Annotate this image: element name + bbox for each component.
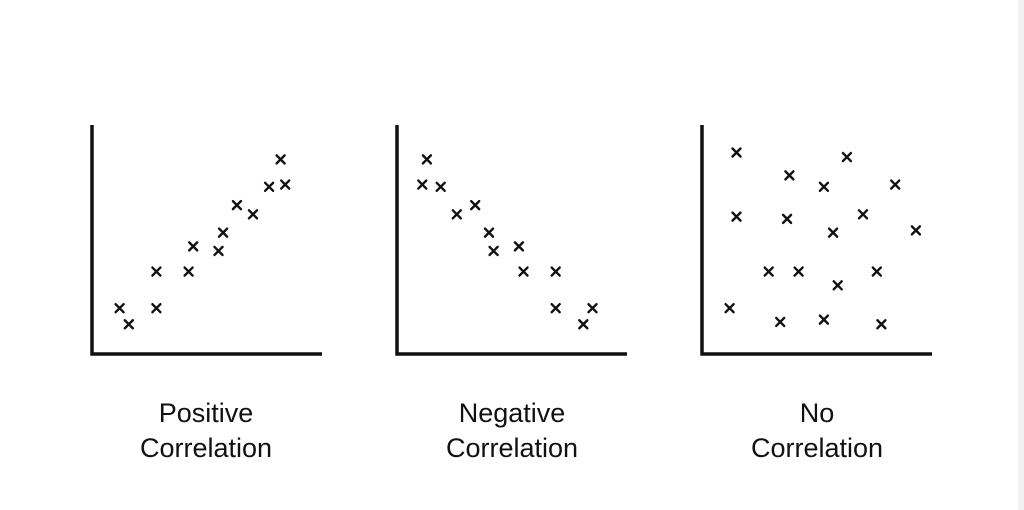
data-point-x-marker xyxy=(518,266,529,277)
caption-negative-correlation: Negative Correlation xyxy=(392,396,632,466)
data-point-x-marker xyxy=(123,319,134,330)
data-point-x-marker xyxy=(151,266,162,277)
data-point-x-marker xyxy=(435,181,446,193)
caption-line-1: No xyxy=(799,398,835,428)
data-point-x-marker xyxy=(818,314,830,325)
data-point-x-marker xyxy=(188,241,199,252)
data-point-x-marker xyxy=(263,181,275,193)
caption-line-1: Positive xyxy=(158,398,254,428)
data-point-x-marker xyxy=(841,151,853,163)
data-point-x-marker xyxy=(421,154,433,165)
data-point-x-marker xyxy=(890,179,901,190)
data-point-x-marker xyxy=(513,241,525,252)
data-point-x-marker xyxy=(483,227,495,238)
data-point-x-marker xyxy=(550,266,561,277)
data-point-x-marker xyxy=(871,266,882,277)
data-point-x-marker xyxy=(231,199,243,211)
data-point-x-marker xyxy=(451,209,462,220)
data-point-x-marker xyxy=(114,303,125,314)
data-point-x-marker xyxy=(857,209,869,220)
data-point-x-marker xyxy=(183,266,194,277)
data-point-x-marker xyxy=(731,147,742,158)
data-point-x-marker xyxy=(731,211,742,222)
data-point-x-marker xyxy=(910,225,922,236)
data-point-x-marker xyxy=(793,266,804,277)
data-point-x-marker xyxy=(213,245,224,257)
data-point-x-marker xyxy=(217,227,229,238)
data-point-x-marker xyxy=(724,303,735,314)
data-point-x-marker xyxy=(876,319,887,330)
data-point-x-marker xyxy=(781,213,793,225)
caption-line-2: Correlation xyxy=(445,433,579,463)
caption-line-2: Correlation xyxy=(750,433,884,463)
data-point-x-marker xyxy=(832,280,843,291)
caption-line-1: Negative xyxy=(458,398,566,428)
right-edge-strip xyxy=(1018,0,1024,510)
data-point-x-marker xyxy=(550,303,561,314)
data-point-x-marker xyxy=(587,303,598,314)
data-point-x-marker xyxy=(275,154,286,165)
data-point-x-marker xyxy=(818,181,830,193)
caption-no-correlation: No Correlation xyxy=(697,396,937,466)
scatter-panel-negative xyxy=(395,125,627,356)
data-point-x-marker xyxy=(417,179,428,190)
data-point-x-marker xyxy=(488,245,499,257)
data-point-x-marker xyxy=(775,316,786,328)
data-point-x-marker xyxy=(470,199,481,211)
caption-positive-correlation: Positive Correlation xyxy=(86,396,326,466)
data-point-x-marker xyxy=(247,209,259,220)
data-point-x-marker xyxy=(578,319,589,330)
data-point-x-marker xyxy=(151,303,162,314)
scatter-panel-none xyxy=(700,125,932,356)
caption-line-2: Correlation xyxy=(139,433,273,463)
data-point-x-marker xyxy=(827,227,839,238)
data-point-x-marker xyxy=(280,179,291,190)
data-point-x-marker xyxy=(784,170,795,181)
data-point-x-marker xyxy=(763,266,774,277)
scatter-panel-positive xyxy=(90,125,322,356)
